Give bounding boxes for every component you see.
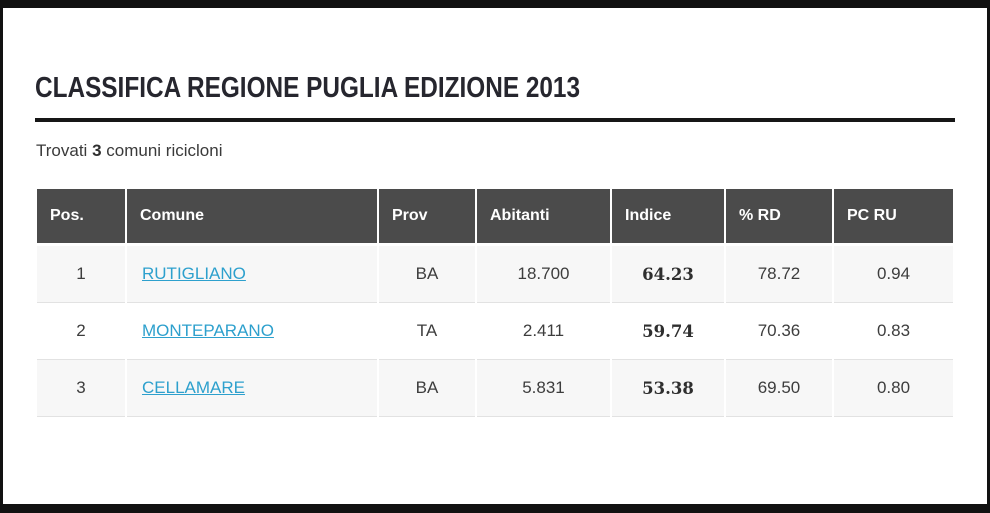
results-suffix: comuni ricicloni [106,141,223,160]
table-body: 1 RUTIGLIANO BA 18.700 64.23 78.72 0.94 … [37,246,953,417]
cell-indice: 59.74 [612,303,724,360]
column-header-indice: Indice [612,189,724,246]
cell-pos: 1 [37,246,125,303]
cell-indice: 64.23 [612,246,724,303]
table-header-row: Pos. Comune Prov Abitanti Indice % RD PC… [37,189,953,246]
cell-prov: TA [379,303,475,360]
column-header-comune: Comune [127,189,377,246]
cell-comune: RUTIGLIANO [127,246,377,303]
cell-abitanti: 5.831 [477,360,610,417]
cell-abitanti: 18.700 [477,246,610,303]
table-row: 2 MONTEPARANO TA 2.411 59.74 70.36 0.83 [37,303,953,360]
cell-rd: 78.72 [726,246,832,303]
cell-comune: CELLAMARE [127,360,377,417]
cell-comune: MONTEPARANO [127,303,377,360]
column-header-prov: Prov [379,189,475,246]
cell-rd: 69.50 [726,360,832,417]
ranking-table: Pos. Comune Prov Abitanti Indice % RD PC… [35,189,955,417]
table-row: 1 RUTIGLIANO BA 18.700 64.23 78.72 0.94 [37,246,953,303]
results-count: 3 [92,141,102,160]
column-header-pos: Pos. [37,189,125,246]
results-summary: Trovati 3 comuni ricicloni [36,141,955,161]
title-rule [35,118,955,122]
comune-link[interactable]: RUTIGLIANO [142,264,246,283]
page-content: CLASSIFICA REGIONE PUGLIA EDIZIONE 2013 … [35,72,955,417]
cell-rd: 70.36 [726,303,832,360]
column-header-rd: % RD [726,189,832,246]
cell-indice: 53.38 [612,360,724,417]
cell-prov: BA [379,246,475,303]
cell-pos: 3 [37,360,125,417]
comune-link[interactable]: MONTEPARANO [142,321,274,340]
cell-pos: 2 [37,303,125,360]
comune-link[interactable]: CELLAMARE [142,378,245,397]
cell-pcru: 0.80 [834,360,953,417]
column-header-pcru: PC RU [834,189,953,246]
cell-abitanti: 2.411 [477,303,610,360]
cell-prov: BA [379,360,475,417]
column-header-abitanti: Abitanti [477,189,610,246]
page-title: CLASSIFICA REGIONE PUGLIA EDIZIONE 2013 [35,72,581,104]
table-row: 3 CELLAMARE BA 5.831 53.38 69.50 0.80 [37,360,953,417]
cell-pcru: 0.94 [834,246,953,303]
cell-pcru: 0.83 [834,303,953,360]
results-prefix: Trovati [36,141,88,160]
